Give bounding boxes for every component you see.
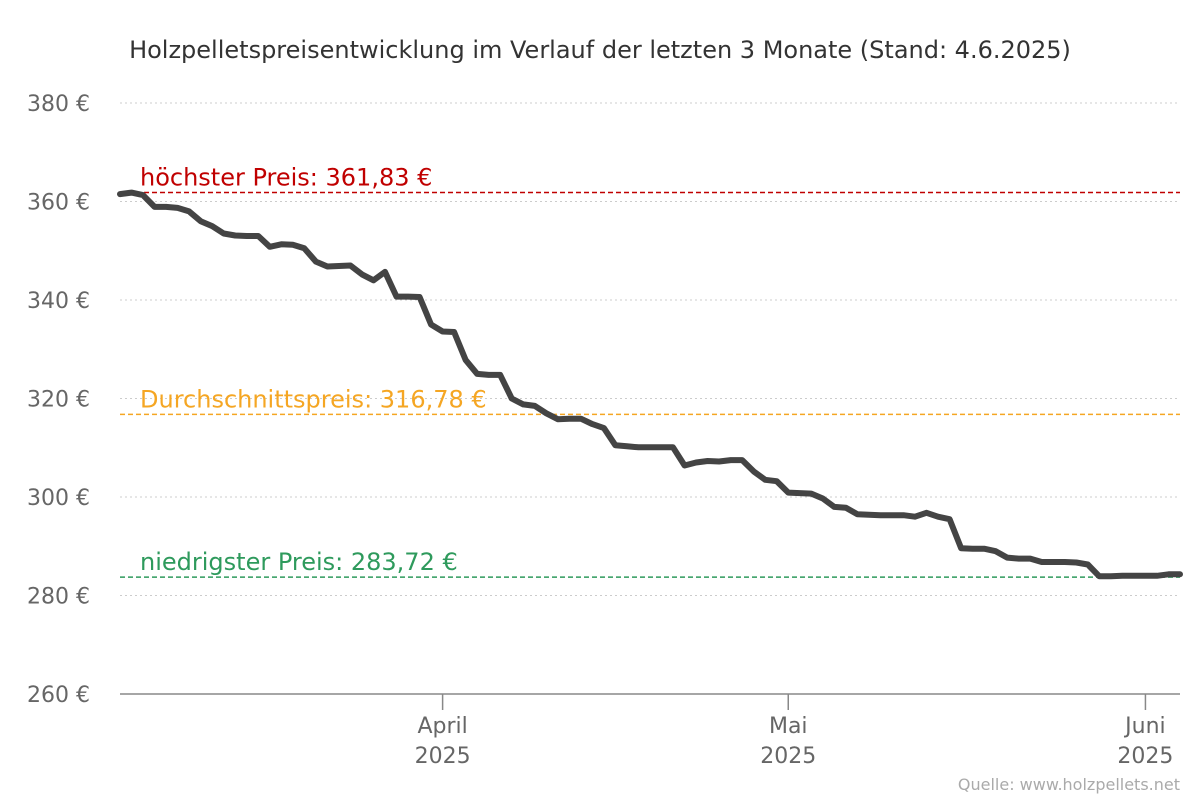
y-tick-label: 300 € (27, 486, 90, 511)
x-tick-year-label: 2025 (760, 744, 816, 769)
ref-label-max: höchster Preis: 361,83 € (140, 163, 432, 191)
x-tick-month-label: April (417, 714, 467, 739)
x-tick-year-label: 2025 (415, 744, 471, 769)
reference-lines (120, 191, 1180, 578)
y-tick-label: 360 € (27, 191, 90, 216)
ref-label-avg: Durchschnittspreis: 316,78 € (140, 385, 487, 413)
y-tick-label: 320 € (27, 388, 90, 413)
source-note: Quelle: www.holzpellets.net (958, 775, 1180, 794)
y-tick-label: 380 € (27, 92, 90, 117)
x-tick-month-label: Mai (769, 714, 808, 739)
series-layer: höchster Preis: 361,83 € Durchschnittspre… (117, 163, 1183, 580)
x-tick-month-label: Juni (1123, 714, 1166, 739)
y-tick-label: 340 € (27, 289, 90, 314)
x-tick-year-label: 2025 (1117, 744, 1173, 769)
grid-lines (120, 102, 1180, 596)
price-series-line (117, 189, 1183, 580)
y-tick-label: 280 € (27, 585, 90, 610)
ref-label-min: niedrigster Preis: 283,72 € (140, 548, 458, 576)
chart-title: Holzpelletspreisentwicklung im Verlauf d… (129, 36, 1071, 64)
y-tick-label: 260 € (27, 683, 90, 708)
axes: 260 € 280 € 300 € 320 € 340 € 360 € 380 € April… (27, 92, 1180, 769)
